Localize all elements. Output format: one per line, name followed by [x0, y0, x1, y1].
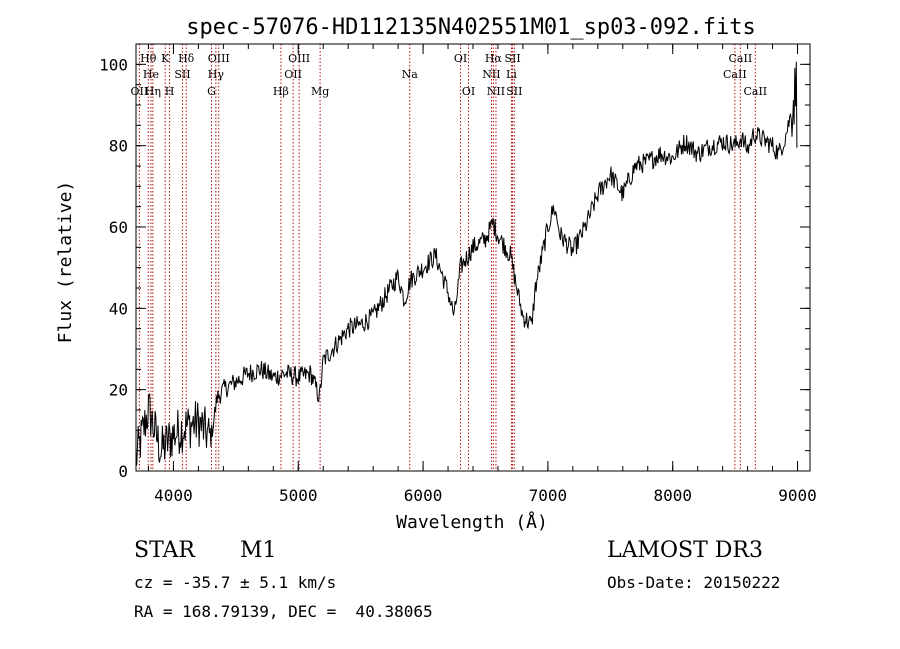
line-label: OI: [454, 52, 467, 65]
chart-title: spec-57076-HD112135N402551M01_sp03-092.f…: [186, 15, 756, 40]
line-label: He: [143, 68, 159, 81]
x-tick-label: 4000: [154, 486, 193, 505]
line-label: OII: [131, 85, 149, 98]
line-label: SII: [504, 52, 520, 65]
spectrum-series: [135, 61, 798, 466]
line-label: Hα: [485, 52, 503, 65]
line-label: Hβ: [273, 85, 289, 98]
line-label: SII: [174, 68, 190, 81]
line-label: H: [165, 85, 175, 98]
line-label: NII: [487, 85, 505, 98]
redshift-info: cz = -35.7 ± 5.1 km/s: [134, 573, 337, 592]
spectrum-chart: spec-57076-HD112135N402551M01_sp03-092.f…: [55, 15, 817, 533]
axis-ticks: 4000 5000 6000 7000 8000 9000 0 20 40 60 80 100: [99, 44, 817, 505]
x-axis-label: Wavelength (Å): [396, 511, 548, 533]
line-label: Hθ: [140, 52, 157, 65]
line-label: OIII: [208, 52, 230, 65]
object-class: STAR: [134, 538, 195, 563]
observation-date: Obs-Date: 20150222: [607, 573, 781, 592]
line-label: CaII: [743, 85, 767, 98]
survey-name: LAMOST DR3: [607, 538, 763, 563]
x-tick-label: 8000: [653, 486, 692, 505]
y-tick-label: 0: [118, 462, 128, 481]
coordinates-info: RA = 168.79139, DEC = 40.38065: [134, 602, 433, 621]
line-label: Li: [506, 68, 517, 81]
line-label: Na: [402, 68, 419, 81]
spectrum-line: [135, 61, 798, 466]
line-label: OII: [284, 68, 302, 81]
y-axis-label: Flux (relative): [55, 181, 76, 344]
y-tick-label: 20: [109, 381, 128, 400]
line-label: NII: [482, 68, 500, 81]
y-tick-label: 40: [109, 299, 128, 318]
line-label: G: [207, 85, 216, 98]
line-label: SII: [506, 85, 522, 98]
line-label: OIII: [288, 52, 310, 65]
x-tick-label: 7000: [529, 486, 568, 505]
line-label: Hδ: [178, 52, 195, 65]
spectral-line-markers: [138, 44, 756, 471]
line-label: OI: [462, 85, 475, 98]
x-tick-label: 5000: [279, 486, 318, 505]
line-label: CaII: [729, 52, 753, 65]
line-label: CaII: [723, 68, 747, 81]
x-tick-label: 9000: [778, 486, 817, 505]
y-tick-label: 60: [109, 218, 128, 237]
x-tick-label: 6000: [404, 486, 443, 505]
y-tick-label: 100: [99, 55, 128, 74]
line-label: Hη: [145, 85, 161, 98]
line-label: Hγ: [208, 68, 225, 81]
spectral-line-labels: Hθ OII He Hη K H SII Hδ G OIII Hγ Hβ OIII OII Mg Na OI OI…: [131, 52, 768, 98]
line-label: K: [161, 52, 170, 65]
y-tick-label: 80: [109, 137, 128, 156]
line-label: Mg: [311, 85, 329, 98]
plot-frame: [135, 43, 811, 472]
spectral-subclass: M1: [240, 538, 277, 563]
